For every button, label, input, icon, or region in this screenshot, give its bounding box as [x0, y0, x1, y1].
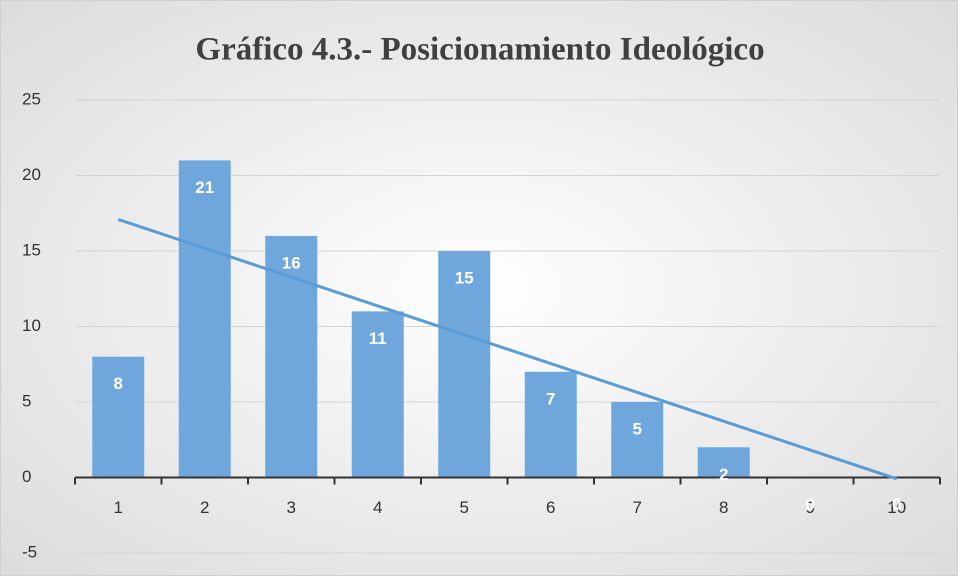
bar [438, 251, 491, 478]
x-tick-label: 3 [287, 498, 296, 517]
x-tick-label: 7 [633, 498, 642, 517]
bar [611, 402, 664, 478]
bar [697, 447, 750, 478]
data-label: 8 [114, 374, 123, 393]
x-tick-label: 2 [200, 498, 209, 517]
x-tick-label: 9 [806, 498, 815, 517]
data-label: 11 [369, 329, 387, 348]
x-tick-label: 4 [373, 498, 382, 517]
y-tick-label: -5 [22, 542, 37, 561]
y-tick-label: 0 [22, 467, 31, 486]
chart-title: Gráfico 4.3.- Posicionamiento Ideológico [195, 32, 764, 68]
x-tick-label: 10 [887, 498, 906, 517]
y-tick-label: 25 [22, 89, 41, 108]
data-label: 5 [633, 419, 642, 438]
y-tick-label: 10 [22, 316, 41, 335]
data-label: 2 [719, 465, 728, 484]
x-tick-label: 5 [460, 498, 469, 517]
x-tick-label: 6 [546, 498, 555, 517]
x-tick-label: 1 [114, 498, 123, 517]
data-label: 21 [195, 178, 214, 197]
bar [351, 311, 404, 478]
data-label: 7 [546, 389, 555, 408]
x-tick-label: 8 [719, 498, 728, 517]
data-label: 0 [806, 495, 815, 514]
y-tick-label: 20 [22, 165, 41, 184]
data-label: 16 [282, 253, 301, 272]
data-label: 15 [455, 268, 474, 287]
bar [92, 356, 145, 478]
data-label: 0 [892, 495, 901, 514]
bar [524, 371, 577, 478]
trendline [117, 218, 898, 481]
y-tick-label: 15 [22, 240, 41, 259]
y-tick-label: 5 [22, 391, 31, 410]
bar [178, 160, 231, 478]
